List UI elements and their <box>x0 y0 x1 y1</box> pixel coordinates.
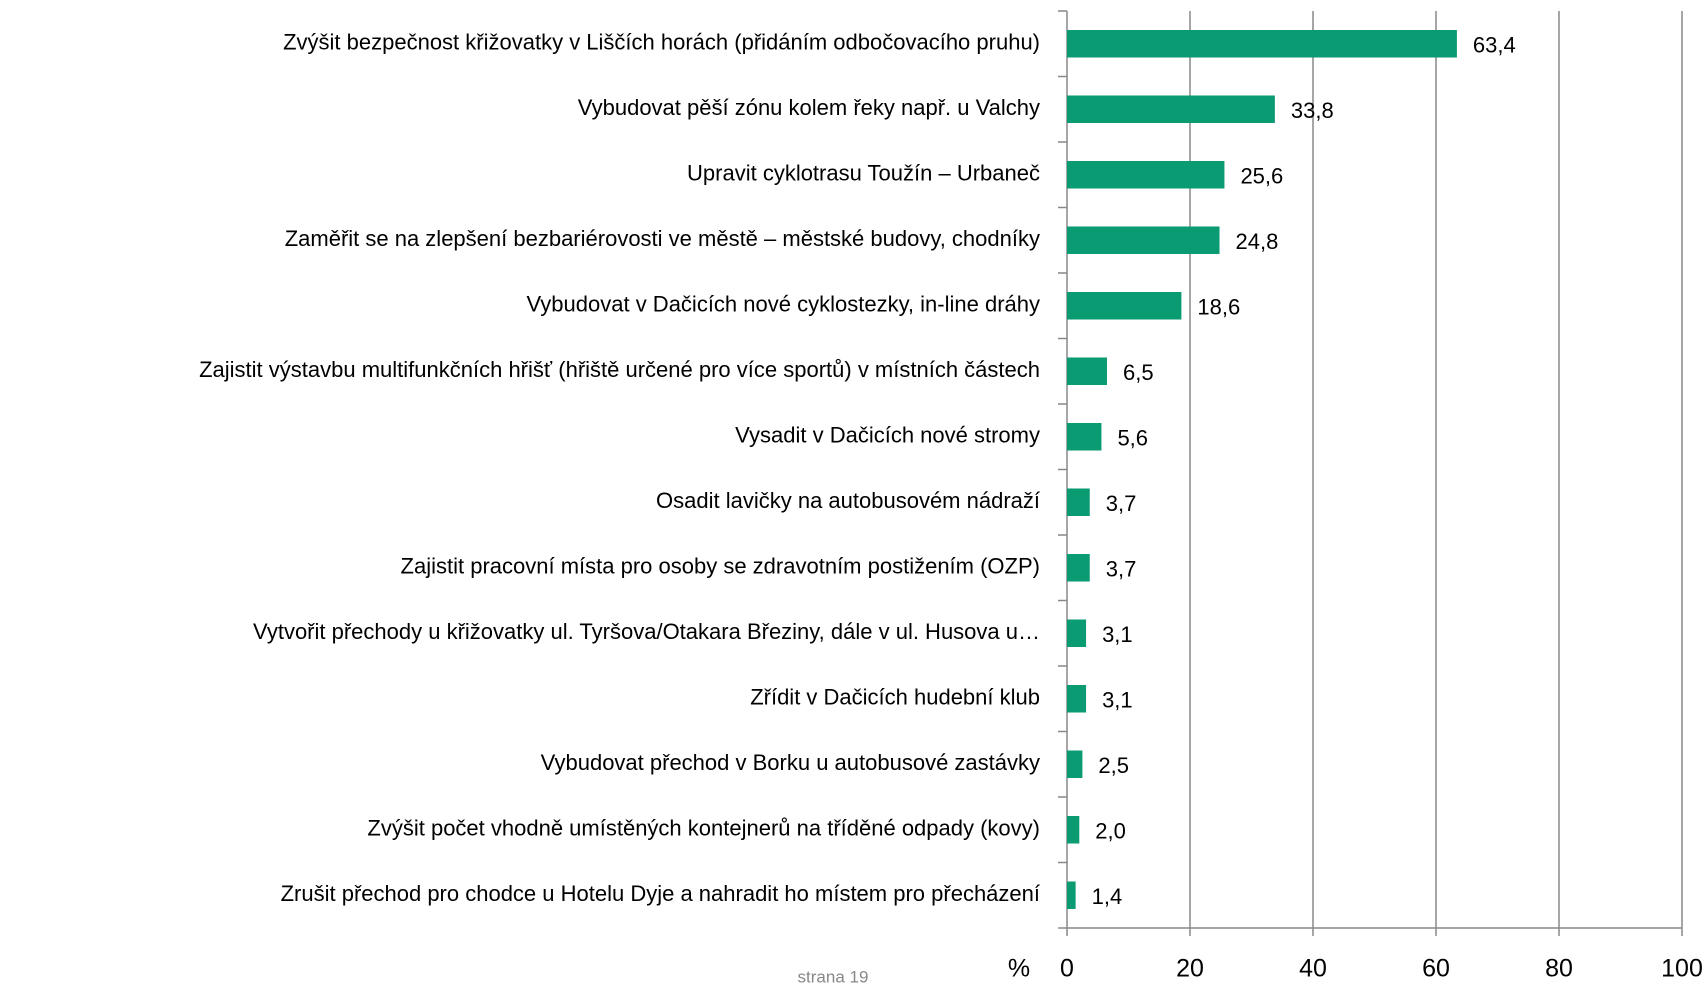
y-tick-label: Vytvořit přechody u křižovatky ul. Tyršo… <box>253 619 1040 644</box>
bar <box>1067 815 1080 844</box>
y-tick-label: Zajistit pracovní místa pro osoby se zdr… <box>401 554 1040 579</box>
x-axis-label: % <box>1008 955 1030 983</box>
bar <box>1067 160 1225 189</box>
value-label: 3,7 <box>1106 557 1137 582</box>
value-label: 24,8 <box>1236 229 1279 254</box>
bar <box>1067 291 1182 320</box>
value-label: 3,1 <box>1102 688 1133 713</box>
bar <box>1067 95 1275 124</box>
bar <box>1067 881 1076 910</box>
bar <box>1067 684 1087 713</box>
value-label: 33,8 <box>1291 98 1334 123</box>
y-tick-label: Zvýšit počet vhodně umístěných kontejner… <box>367 816 1040 841</box>
x-tick-label: 0 <box>1060 955 1074 983</box>
bar <box>1067 422 1102 451</box>
bar <box>1067 357 1107 386</box>
x-tick-label: 60 <box>1422 955 1450 983</box>
x-tick-label: 100 <box>1661 955 1703 983</box>
value-label: 63,4 <box>1473 33 1516 58</box>
y-tick-label: Zaměřit se na zlepšení bezbariérovosti v… <box>285 226 1040 251</box>
y-tick-label: Osadit lavičky na autobusovém nádraží <box>656 488 1040 513</box>
x-tick-label: 40 <box>1299 955 1327 983</box>
value-label: 2,0 <box>1095 819 1126 844</box>
y-tick-label: Zvýšit bezpečnost křižovatky v Liščích h… <box>283 30 1040 55</box>
y-tick-label: Zrušit přechod pro chodce u Hotelu Dyje … <box>281 881 1040 906</box>
bar <box>1067 619 1087 648</box>
bar <box>1067 226 1220 255</box>
y-tick-label: Vybudovat v Dačicích nové cyklostezky, i… <box>526 292 1040 317</box>
value-label: 3,1 <box>1102 622 1133 647</box>
value-label: 1,4 <box>1092 884 1123 909</box>
y-tick-label: Zajistit výstavbu multifunkčních hřišť (… <box>199 357 1040 382</box>
value-label: 6,5 <box>1123 360 1154 385</box>
value-label: 18,6 <box>1197 295 1240 320</box>
value-label: 3,7 <box>1106 491 1137 516</box>
bar <box>1067 488 1090 517</box>
value-label: 2,5 <box>1098 753 1129 778</box>
footer: strana 19 <box>798 967 869 986</box>
x-tick-label: 20 <box>1176 955 1204 983</box>
y-tick-label: Vysadit v Dačicích nové stromy <box>735 423 1040 448</box>
y-tick-label: Vybudovat přechod v Borku u autobusové z… <box>541 750 1040 775</box>
y-tick-label: Vybudovat pěší zónu kolem řeky např. u V… <box>578 95 1040 120</box>
bar <box>1067 29 1457 58</box>
bar <box>1067 750 1083 779</box>
x-tick-label: 80 <box>1545 955 1573 983</box>
y-tick-label: Upravit cyklotrasu Toužín – Urbaneč <box>687 161 1040 186</box>
value-label: 5,6 <box>1117 426 1148 451</box>
y-tick-label: Zřídit v Dačicích hudební klub <box>750 685 1040 710</box>
value-label: 25,6 <box>1240 164 1283 189</box>
bar <box>1067 553 1090 582</box>
